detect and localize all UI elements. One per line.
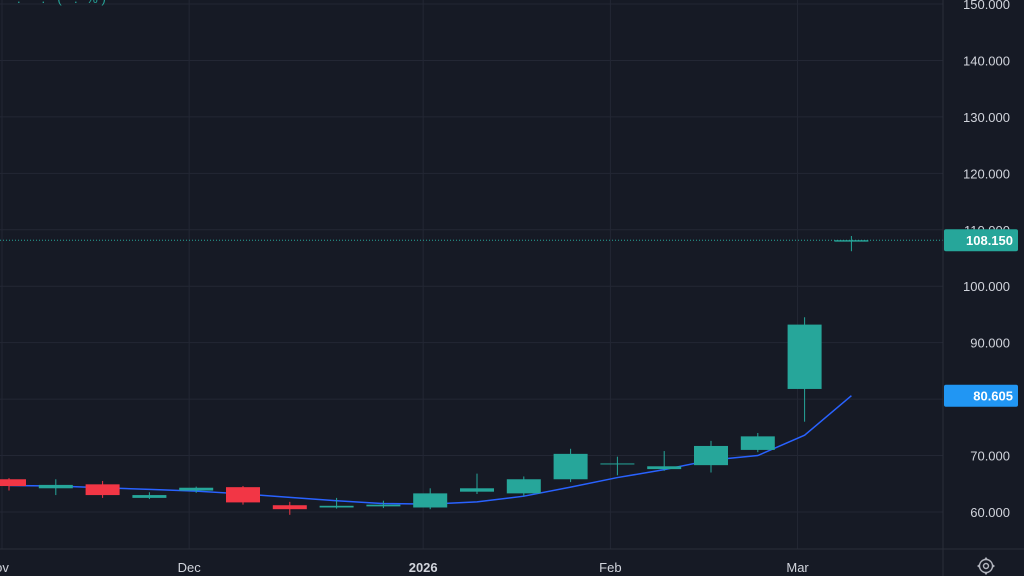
last-price-badge: 108.150 [966,233,1013,248]
time-tick-label: Dec [178,560,202,575]
price-axis-background[interactable] [943,0,1024,576]
candle [506,476,541,497]
candles-layer [0,235,869,515]
time-tick-label: ov [0,560,9,575]
candle [38,479,73,496]
candle [460,473,494,494]
time-axis[interactable]: ov Dec 2026 Feb Mar [0,560,809,575]
candle-body [319,505,354,508]
last-price-badge-background [944,229,1018,252]
legend-text: ···.·· ··.·· ( ··.··% ) [4,0,106,6]
moving-average-badge-background [944,384,1018,407]
candle [85,480,120,498]
candle [179,486,214,493]
candle [553,448,588,483]
price-badges: 108.150 80.605 [944,229,1018,407]
time-tick-label: Feb [599,560,621,575]
time-tick-label: Mar [786,560,809,575]
candle [600,456,635,476]
candle-body [132,495,167,498]
price-tick-label: 100.000 [963,279,1010,294]
candle-body [85,484,120,496]
price-tick-label: 120.000 [963,166,1010,181]
candle [319,497,354,509]
time-tick-label: 2026 [409,560,438,575]
candle [272,501,307,515]
candle-body [460,488,494,492]
candle-body [38,484,73,489]
candle [413,488,448,510]
candle-body [787,324,822,389]
candle [0,478,26,491]
candle [647,451,682,471]
candle-body [413,493,448,508]
price-tick-label: 60.000 [970,505,1010,520]
candle [740,432,775,453]
grid-lines [0,0,943,549]
candle [834,235,869,252]
candle-body [553,453,588,480]
candle [787,317,822,422]
candle-body [226,487,260,503]
candle-body [506,479,541,494]
price-tick-label: 150.000 [963,0,1010,12]
candle-body [834,240,869,242]
candle [694,440,728,473]
candle-body [0,479,26,487]
candle-body [179,487,214,491]
moving-average-badge: 80.605 [973,389,1013,404]
price-tick-label: 130.000 [963,110,1010,125]
candle-body [694,445,728,466]
candle-body [600,463,635,465]
gear-icon[interactable] [977,557,995,575]
candle [366,500,401,509]
candle [226,486,260,505]
candle-body [647,466,682,470]
candle-body [740,436,775,450]
candle-body [272,505,307,510]
candle [132,492,167,500]
candle-body [366,504,401,507]
price-tick-label: 140.000 [963,53,1010,68]
price-tick-label: 70.000 [970,449,1010,464]
price-tick-label: 90.000 [970,336,1010,351]
